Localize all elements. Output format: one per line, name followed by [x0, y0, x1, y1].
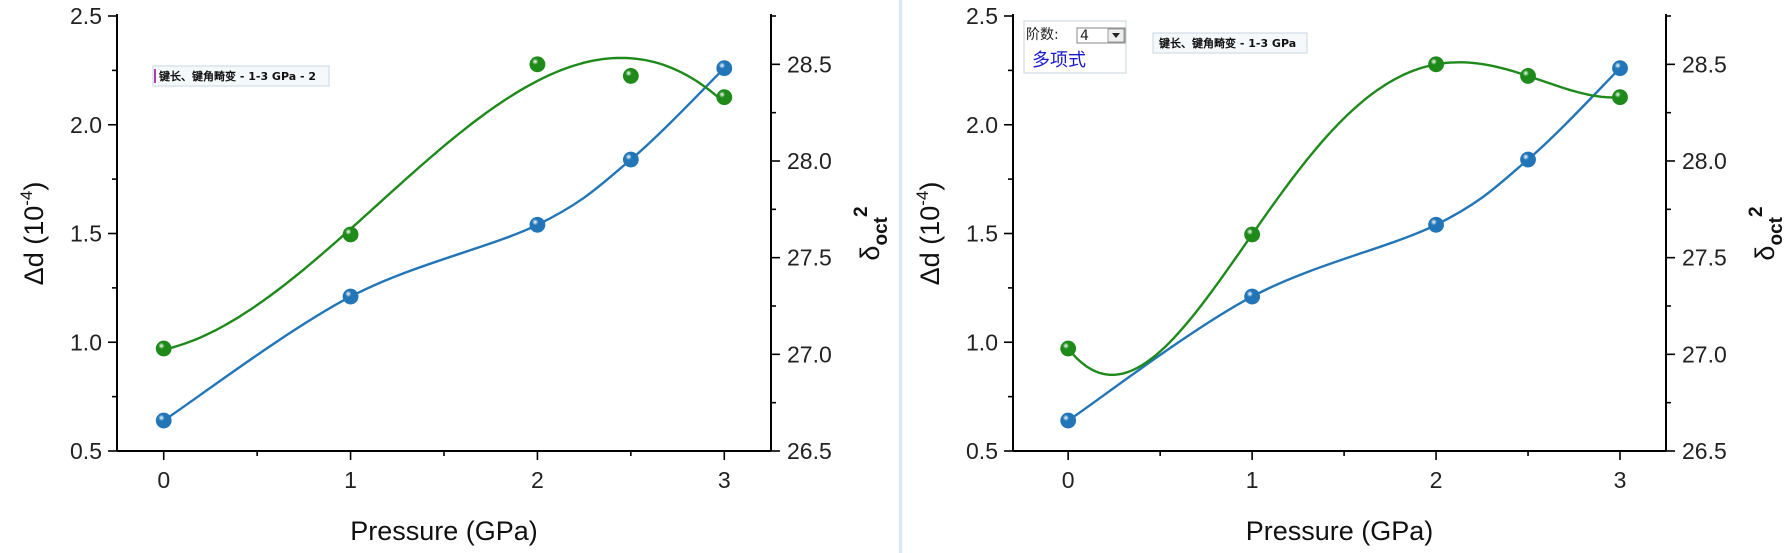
x-tick-label: 2	[1430, 467, 1443, 493]
y-left-tick-label: 1.5	[70, 221, 102, 247]
series-1-point	[1612, 60, 1628, 77]
series-2-point	[1612, 89, 1628, 106]
legend-label: 键长、键角畸变 - 1-3 GPa	[1158, 36, 1296, 50]
y-right-title-main: δ	[1750, 246, 1780, 261]
series-1-fit-line	[163, 67, 726, 422]
series-2-point	[622, 68, 639, 84]
y-left-tick-label: 2.0	[966, 112, 998, 138]
left-panel: 0 1 2 3 0.5 1.0 1.5 2.0 2.5 26.5 27.0 27.5 28.0 28.5 P…	[17, 3, 892, 546]
series-2-point	[1428, 56, 1444, 73]
y-left-title-exp: -4	[17, 191, 36, 206]
y-right-axis-title: δoct2	[1746, 206, 1787, 260]
legend-box	[152, 65, 330, 87]
y-right-tick-label: 26.5	[787, 438, 832, 464]
series-1-point	[716, 60, 733, 77]
y-right-title-sup: 2	[1746, 206, 1767, 217]
x-tick-label: 1	[344, 467, 357, 493]
y-left-tick-label: 2.5	[966, 3, 998, 29]
series-1-point	[622, 151, 639, 168]
y-right-title-main: δ	[855, 246, 885, 261]
y-left-title-exp: -4	[913, 191, 932, 206]
series-2-point	[342, 226, 359, 243]
series-2-fit-line	[1067, 61, 1621, 376]
right-panel: 0 1 2 3 0.5 1.0 1.5 2.0 2.5 26.5 27.0 27.5 28.0 28.5 P…	[913, 3, 1787, 546]
y-right-title-sub: oct	[1766, 216, 1787, 245]
y-left-tick-label: 1.0	[966, 329, 998, 355]
y-right-tick-label: 27.5	[787, 245, 832, 271]
series-1-point	[342, 288, 359, 305]
y-left-axis-title: Δd (10-4)	[913, 182, 945, 286]
panel-divider	[899, 0, 902, 553]
y-left-title-main: Δd (10	[915, 206, 945, 286]
y-right-tick-label: 28.5	[787, 51, 832, 77]
polynomial-fit-button[interactable]: 多项式	[1032, 50, 1086, 71]
y-right-tick-label: 28.0	[787, 148, 832, 174]
y-right-title-sup: 2	[851, 206, 872, 217]
y-left-tick-label: 1.5	[966, 221, 998, 247]
y-left-tick-label: 0.5	[70, 438, 102, 464]
y-right-tick-label: 28.5	[1682, 51, 1727, 77]
y-right-tick-label: 27.0	[1682, 341, 1727, 367]
y-right-tick-label: 26.5	[1682, 438, 1727, 464]
chevron-down-icon	[1112, 33, 1120, 38]
y-right-axis-title: δoct2	[851, 206, 892, 260]
y-left-tick-label: 0.5	[966, 438, 998, 464]
series-1-fit-line	[1067, 67, 1621, 422]
series-1-point	[1244, 288, 1261, 305]
y-right-tick-label: 28.0	[1682, 148, 1727, 174]
legend-box	[1152, 32, 1308, 54]
x-tick-label: 2	[531, 467, 544, 493]
x-axis-title: Pressure (GPa)	[350, 516, 538, 546]
x-tick-label: 0	[1062, 467, 1075, 493]
y-left-axis-title: Δd (10-4)	[17, 182, 49, 286]
y-left-tick-label: 2.0	[70, 112, 102, 138]
x-tick-label: 3	[718, 467, 731, 493]
order-label: 阶数:	[1026, 27, 1059, 43]
y-right-tick-label: 27.5	[1682, 245, 1727, 271]
y-left-title-close: )	[19, 182, 49, 191]
series-2-point	[529, 56, 546, 73]
series-1-point	[1520, 151, 1536, 168]
series-2-point	[1244, 226, 1261, 243]
y-left-title-main: Δd (10	[19, 206, 49, 286]
series-1-point	[155, 412, 172, 429]
series-1-point	[1060, 412, 1077, 429]
series-2-point	[1060, 340, 1077, 357]
x-tick-label: 0	[157, 467, 170, 493]
y-left-tick-label: 1.0	[70, 329, 102, 355]
x-tick-label: 1	[1246, 467, 1259, 493]
y-left-title-close: )	[915, 182, 945, 191]
y-right-title-sub: oct	[871, 216, 892, 245]
x-tick-label: 3	[1614, 467, 1627, 493]
order-select-value: 4	[1080, 28, 1089, 44]
series-2-point	[1520, 68, 1536, 84]
legend-label: 键长、键角畸变 - 1-3 GPa - 2	[158, 69, 316, 83]
series-1-point	[529, 216, 546, 233]
series-1-point	[1428, 216, 1444, 233]
series-2-fit-line	[163, 56, 726, 351]
series-2-point	[155, 340, 172, 357]
y-right-tick-label: 27.0	[787, 341, 832, 367]
series-2-point	[716, 89, 733, 106]
y-left-tick-label: 2.5	[70, 3, 102, 29]
x-axis-title: Pressure (GPa)	[1246, 516, 1434, 546]
